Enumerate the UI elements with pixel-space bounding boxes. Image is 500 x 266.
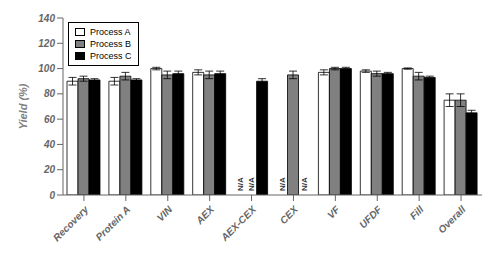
svg-text:Overall: Overall — [436, 204, 468, 236]
svg-text:AEX: AEX — [193, 203, 217, 227]
svg-text:VF: VF — [325, 203, 342, 220]
svg-text:0: 0 — [49, 190, 55, 201]
svg-text:100: 100 — [38, 63, 55, 74]
svg-text:Fill: Fill — [408, 204, 426, 222]
svg-text:Protein A: Protein A — [93, 204, 132, 243]
html-text:Process C: Process C — [90, 51, 132, 61]
svg-text:CEX: CEX — [278, 203, 301, 226]
svg-text:AEX-CEX: AEX-CEX — [218, 203, 259, 244]
svg-text:Yield (%): Yield (%) — [17, 83, 29, 129]
svg-text:140: 140 — [38, 13, 55, 24]
svg-text:80: 80 — [44, 88, 56, 99]
svg-text:40: 40 — [43, 139, 56, 150]
html-text:Process A: Process A — [90, 27, 131, 37]
svg-text:20: 20 — [43, 164, 56, 175]
svg-text:N/A: N/A — [278, 177, 287, 191]
svg-text:N/A: N/A — [236, 177, 245, 191]
svg-text:N/A: N/A — [300, 177, 309, 191]
svg-text:60: 60 — [44, 114, 56, 125]
svg-text:120: 120 — [38, 38, 55, 49]
svg-text:UFDF: UFDF — [357, 203, 384, 230]
svg-text:VIN: VIN — [155, 203, 175, 223]
svg-text:N/A: N/A — [247, 177, 256, 191]
html-text:Process B: Process B — [90, 39, 131, 49]
svg-text:Recovery: Recovery — [51, 203, 91, 243]
